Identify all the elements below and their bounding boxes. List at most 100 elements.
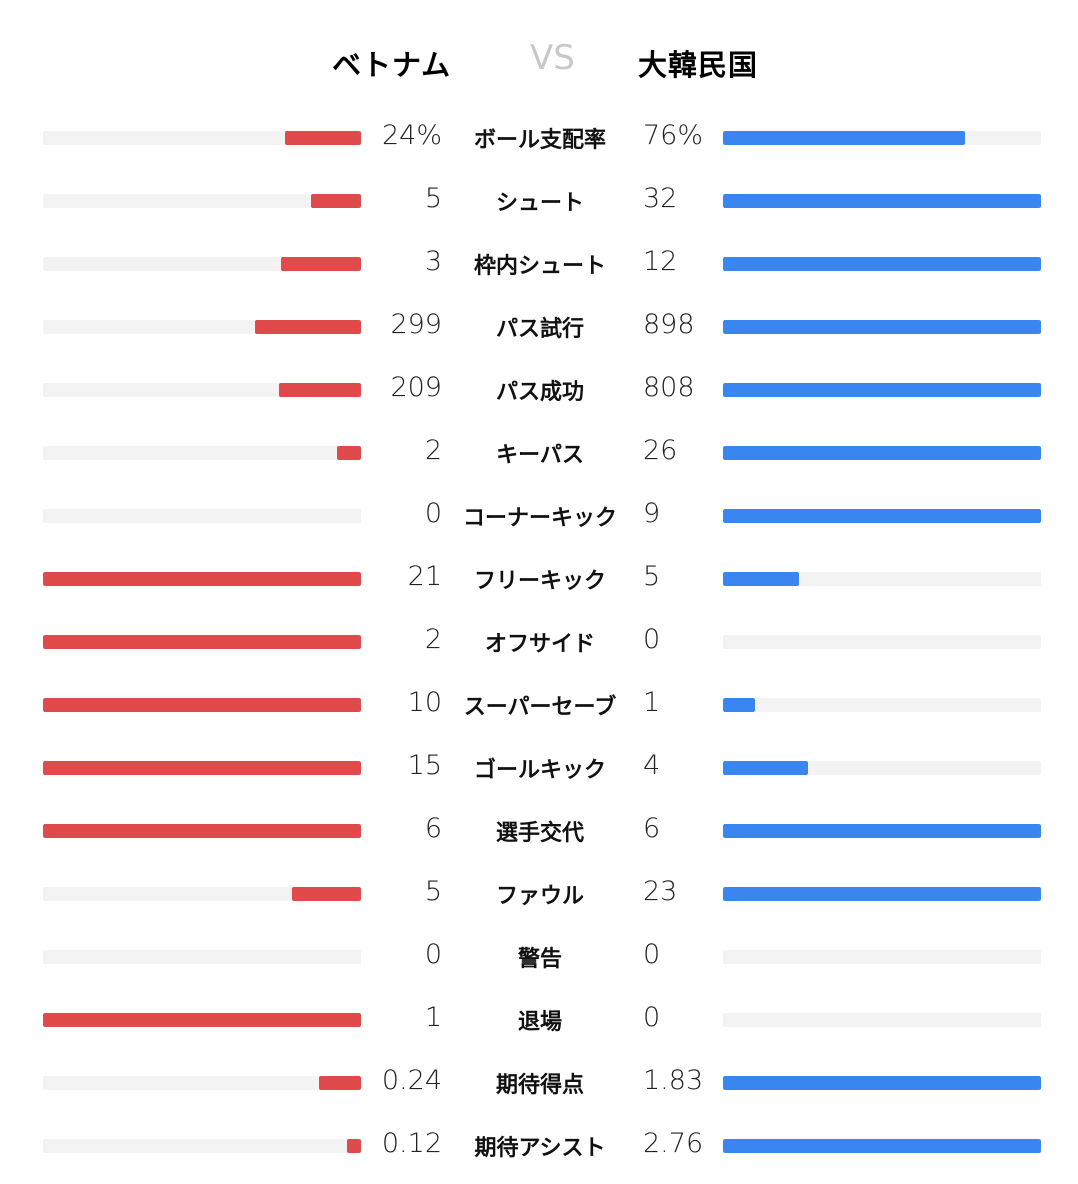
home-bar-track <box>43 824 361 838</box>
away-value: 1 <box>643 687 661 718</box>
home-value: 3 <box>424 246 442 277</box>
stat-row: 0 コーナーキック 9 <box>0 484 1078 547</box>
home-bar-track <box>43 572 361 586</box>
home-bar-track <box>43 1076 361 1090</box>
away-value: 12 <box>643 246 678 277</box>
away-value: 5 <box>643 561 661 592</box>
away-bar-track <box>723 1139 1041 1153</box>
away-value: 6 <box>643 813 661 844</box>
home-bar-track <box>43 1013 361 1027</box>
stat-label: 枠内シュート <box>473 254 606 279</box>
stat-label: 期待得点 <box>495 1073 584 1098</box>
home-bar <box>279 383 361 397</box>
stat-label: ボール支配率 <box>473 128 606 153</box>
stat-label: パス試行 <box>495 317 584 342</box>
home-value: 299 <box>390 309 442 340</box>
home-value: 1 <box>424 1002 442 1033</box>
stat-row: 5 ファウル 23 <box>0 862 1078 925</box>
away-bar <box>723 446 1041 460</box>
stat-row: 10 スーパーセーブ 1 <box>0 673 1078 736</box>
stat-label: ゴールキック <box>473 758 606 783</box>
away-bar <box>723 194 1041 208</box>
home-value: 24% <box>381 120 442 151</box>
away-value: 0 <box>643 939 661 970</box>
away-bar <box>723 257 1041 271</box>
stat-label: 選手交代 <box>495 821 584 846</box>
home-value: 2 <box>424 624 442 655</box>
away-bar <box>723 320 1041 334</box>
stat-label: 期待アシスト <box>474 1136 606 1161</box>
home-bar-track <box>43 1139 361 1153</box>
stat-label: 警告 <box>517 947 562 972</box>
away-value: 2.76 <box>643 1128 704 1159</box>
home-value: 5 <box>424 183 442 214</box>
home-value: 2 <box>424 435 442 466</box>
stat-row: 2 オフサイド 0 <box>0 610 1078 673</box>
away-value: 1.83 <box>643 1065 704 1096</box>
home-value: 10 <box>407 687 442 718</box>
stat-row: 24% ボール支配率 76% <box>0 106 1078 169</box>
home-bar <box>43 824 361 838</box>
away-bar-track <box>723 950 1041 964</box>
away-bar <box>723 761 808 775</box>
stat-row: 0.12 期待アシスト 2.76 <box>0 1114 1078 1177</box>
home-bar <box>43 698 361 712</box>
away-bar <box>723 887 1041 901</box>
away-bar-track <box>723 131 1041 145</box>
home-bar <box>43 761 361 775</box>
away-bar <box>723 1139 1041 1153</box>
stat-row: 3 枠内シュート 12 <box>0 232 1078 295</box>
home-bar-track <box>43 509 361 523</box>
stat-label: 退場 <box>517 1010 562 1035</box>
home-bar-track <box>43 446 361 460</box>
away-value: 26 <box>643 435 678 466</box>
away-bar <box>723 1076 1041 1090</box>
home-value: 6 <box>424 813 442 844</box>
home-value: 0.12 <box>381 1128 442 1159</box>
stat-label: シュート <box>495 191 584 216</box>
away-bar-track <box>723 1076 1041 1090</box>
stat-label: パス成功 <box>495 380 584 405</box>
away-team-name: 大韓民国 <box>638 48 759 82</box>
home-value: 21 <box>407 561 442 592</box>
home-bar-track <box>43 194 361 208</box>
away-bar <box>723 572 799 586</box>
home-bar <box>281 257 361 271</box>
away-bar <box>723 131 965 145</box>
stat-row: 0.24 期待得点 1.83 <box>0 1051 1078 1114</box>
away-bar-track <box>723 446 1041 460</box>
away-value: 0 <box>643 1002 661 1033</box>
vs-label: VS <box>530 38 575 78</box>
home-value: 0 <box>424 498 442 529</box>
stat-label: ファウル <box>495 884 584 909</box>
home-team-name: ベトナム <box>332 48 452 82</box>
home-bar <box>255 320 361 334</box>
home-bar-track <box>43 131 361 145</box>
home-bar-track <box>43 383 361 397</box>
stat-row: 1 退場 0 <box>0 988 1078 1051</box>
stat-row: 5 シュート 32 <box>0 169 1078 232</box>
away-bar <box>723 509 1041 523</box>
away-bar-track <box>723 257 1041 271</box>
home-bar <box>337 446 361 460</box>
away-bar <box>723 383 1041 397</box>
away-bar-track <box>723 383 1041 397</box>
home-bar <box>285 131 361 145</box>
away-bar-track <box>723 887 1041 901</box>
home-bar <box>292 887 361 901</box>
match-header: ベトナム VS 大韓民国 <box>0 30 1078 90</box>
stat-label: キーパス <box>496 443 584 468</box>
stat-row: 2 キーパス 26 <box>0 421 1078 484</box>
away-value: 898 <box>643 309 695 340</box>
home-bar-track <box>43 698 361 712</box>
away-value: 0 <box>643 624 661 655</box>
away-bar-track <box>723 572 1041 586</box>
away-value: 808 <box>643 372 695 403</box>
home-bar <box>43 635 361 649</box>
away-value: 4 <box>643 750 661 781</box>
home-bar-track <box>43 257 361 271</box>
away-bar-track <box>723 320 1041 334</box>
stat-label: オフサイド <box>484 632 595 657</box>
stat-row: 15 ゴールキック 4 <box>0 736 1078 799</box>
stat-row: 0 警告 0 <box>0 925 1078 988</box>
